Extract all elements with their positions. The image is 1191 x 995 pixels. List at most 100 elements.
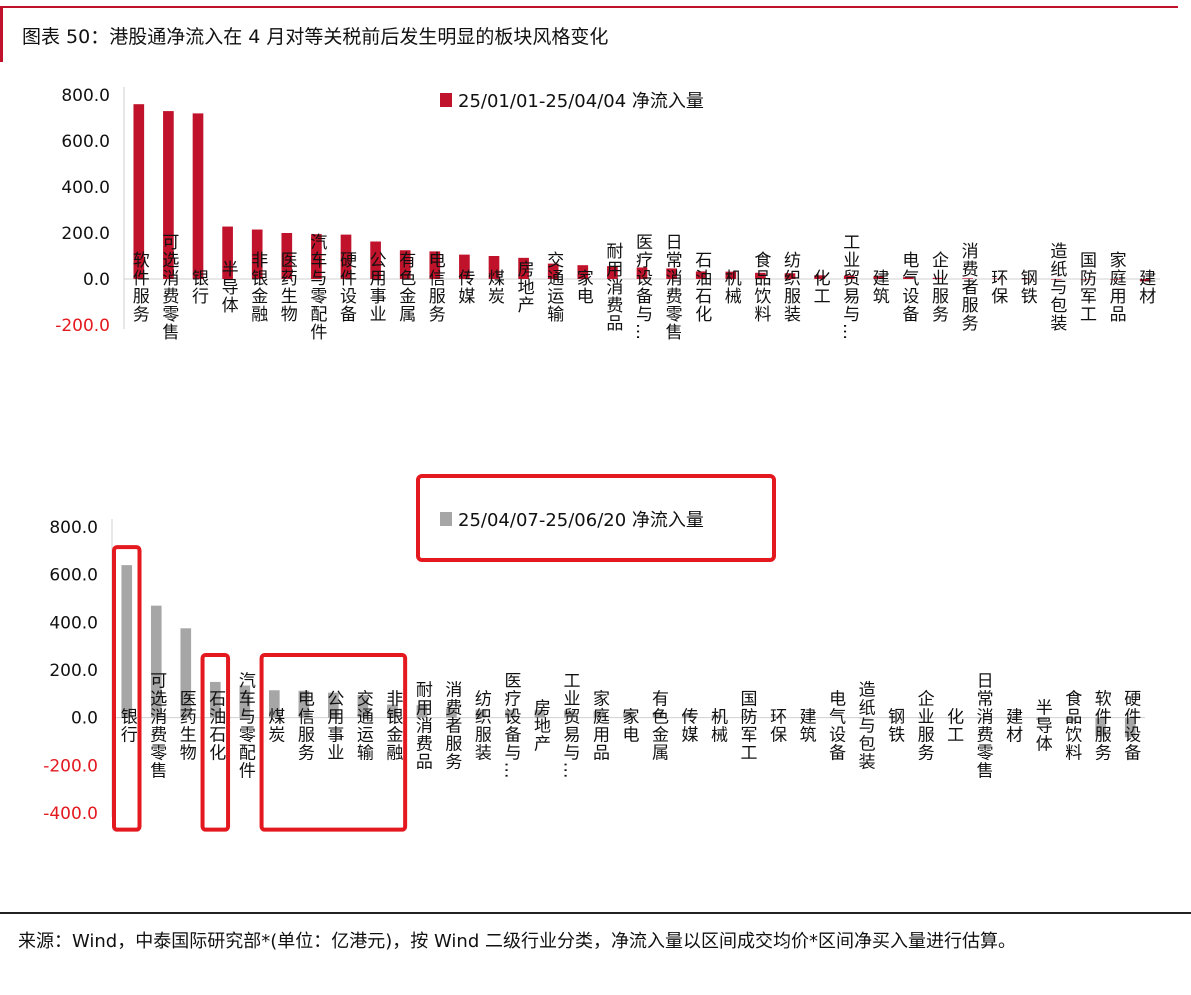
- bar: [593, 711, 605, 718]
- category-label: 石油石化: [205, 690, 226, 762]
- bar: [475, 709, 487, 718]
- bar: [416, 705, 428, 718]
- bar: [1110, 279, 1121, 280]
- category-label: 传媒: [678, 708, 699, 744]
- bar: [1139, 279, 1151, 282]
- category-label: 建材: [1135, 269, 1156, 305]
- legend-label: 25/01/01-25/04/04 净流入量: [458, 91, 704, 112]
- bar: [1036, 717, 1048, 721]
- category-label: 纺织服装: [471, 690, 492, 762]
- bar: [947, 717, 959, 719]
- category-label: 医疗设备与…: [632, 233, 653, 341]
- category-label: 食品饮料: [750, 251, 771, 323]
- bar: [518, 257, 529, 279]
- bar: [328, 692, 339, 718]
- bar: [192, 113, 204, 280]
- category-label: 非银金融: [382, 690, 403, 762]
- bar: [784, 273, 796, 279]
- bar: [239, 685, 251, 718]
- y-tick-label: 0.0: [83, 270, 110, 290]
- y-tick-label: 400.0: [61, 178, 110, 198]
- category-label: 有色金属: [648, 690, 669, 762]
- legend-swatch: [440, 512, 452, 526]
- bar: [387, 704, 398, 718]
- category-label: 消费者服务: [958, 242, 979, 332]
- category-label: 环保: [987, 269, 1008, 305]
- y-tick-label: 600.0: [49, 566, 98, 586]
- bar: [888, 717, 900, 719]
- category-label: 日常消费零售: [973, 672, 994, 780]
- category-label: 家庭用品: [1106, 251, 1127, 323]
- footer-rule: [0, 912, 1191, 914]
- bar: [932, 277, 944, 279]
- category-label: 医疗设备与…: [500, 672, 521, 780]
- category-label: 软件服务: [1091, 690, 1112, 762]
- category-label: 汽车与零配件: [306, 233, 327, 341]
- bar: [370, 241, 381, 279]
- bar: [547, 263, 559, 279]
- bar: [150, 605, 162, 718]
- category-label: 非银金融: [247, 251, 268, 323]
- bar: [800, 716, 811, 718]
- bar: [859, 717, 870, 719]
- y-tick-label: 800.0: [49, 518, 98, 538]
- bar: [829, 717, 841, 718]
- category-label: 石油石化: [691, 251, 712, 323]
- category-label: 煤炭: [264, 708, 285, 744]
- bar: [977, 717, 988, 719]
- bar: [1080, 279, 1092, 280]
- category-label: 建筑: [869, 269, 890, 305]
- category-label: 工业贸易与…: [559, 672, 580, 780]
- bar: [298, 690, 310, 718]
- source-note: 来源：Wind，中泰国际研究部*(单位：亿港元)，按 Wind 二级行业分类，净…: [18, 931, 1016, 952]
- title-rule: [0, 6, 1178, 8]
- y-tick-label: -200.0: [55, 316, 110, 336]
- bar: [918, 717, 929, 719]
- bar: [903, 277, 914, 279]
- category-label: 耐用消费品: [602, 242, 623, 332]
- bar: [1021, 278, 1033, 280]
- bar: [652, 712, 664, 718]
- bar: [564, 710, 575, 718]
- category-label: 工业贸易与…: [839, 233, 860, 341]
- category-label: 消费者服务: [441, 681, 462, 771]
- y-tick-label: -400.0: [43, 804, 98, 824]
- category-label: 建材: [1002, 708, 1023, 744]
- chart-pre-tariff: 800.0 600.0 400.0 200.0 0.0 -200.0 软件服务 可选消费零售银…: [55, 86, 1160, 341]
- bar: [814, 275, 825, 279]
- category-label: 电气设备: [898, 251, 919, 323]
- category-label: 钢铁: [884, 708, 905, 744]
- bar: [623, 711, 634, 718]
- bar: [577, 265, 589, 279]
- category-label: 耐用消费品: [412, 681, 433, 771]
- category-label: 公用事业: [323, 690, 344, 762]
- bar: [121, 565, 133, 718]
- bar: [163, 111, 174, 279]
- bar: [251, 229, 263, 279]
- category-label: 房地产: [530, 699, 551, 753]
- category-label: 造纸与包装: [855, 681, 876, 771]
- bar: [666, 268, 677, 279]
- bar: [459, 254, 470, 279]
- bar: [222, 226, 233, 279]
- category-label: 可选消费零售: [158, 233, 179, 341]
- title-side-rule: [0, 6, 3, 62]
- legend-label: 25/04/07-25/06/20 净流入量: [458, 510, 704, 531]
- category-label: 医药生物: [277, 251, 298, 323]
- category-label: 企业服务: [928, 251, 949, 323]
- bar: [725, 271, 737, 279]
- category-label: 化工: [943, 708, 964, 744]
- bar: [133, 104, 145, 279]
- highlight-box: [259, 653, 408, 832]
- category-label: 银行: [117, 708, 138, 744]
- bar: [991, 278, 1003, 280]
- category-label: 建筑: [796, 708, 817, 744]
- category-label: 电信服务: [294, 690, 315, 762]
- category-label: 可选消费零售: [146, 672, 167, 780]
- bar: [741, 715, 752, 718]
- bar: [755, 272, 766, 279]
- legend-highlight-box: [416, 474, 776, 562]
- category-label: 食品饮料: [1061, 690, 1082, 762]
- category-label: 交通运输: [543, 251, 564, 323]
- bar: [1095, 717, 1107, 737]
